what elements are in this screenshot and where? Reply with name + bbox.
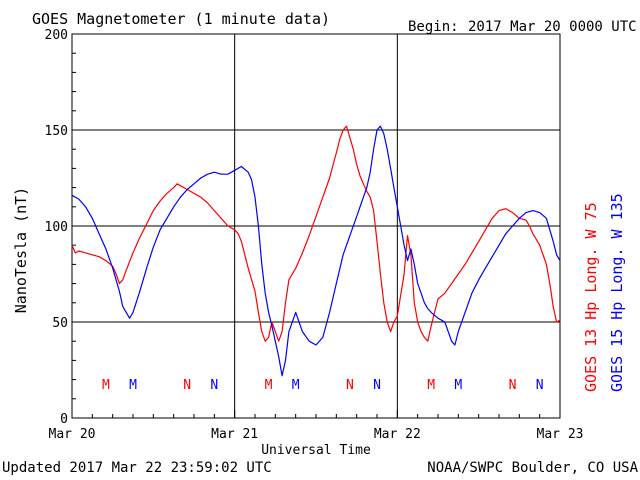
y-tick-label: 150 <box>45 124 68 139</box>
event-marker-m: M <box>102 378 110 393</box>
chart-title: GOES Magnetometer (1 minute data) <box>32 10 330 28</box>
x-axis-label: Universal Time <box>261 443 371 458</box>
x-tick-label: Mar 22 <box>374 427 421 442</box>
x-tick-label: Mar 20 <box>49 427 96 442</box>
x-tick-label: Mar 23 <box>537 427 584 442</box>
event-marker-m: M <box>292 378 300 393</box>
series-goes15-line <box>71 125 561 377</box>
grid-lines <box>71 33 561 419</box>
y-tick-label: 50 <box>52 316 68 331</box>
event-marker-m: M <box>265 378 273 393</box>
event-marker-m: M <box>129 378 137 393</box>
series-layer <box>71 125 561 377</box>
y-axis-label: NanoTesla (nT) <box>12 187 30 313</box>
legend-goes13: GOES 13 Hp Long. W 75 <box>582 202 600 392</box>
updated-text: Updated 2017 Mar 22 23:59:02 UTC <box>2 460 272 476</box>
y-tick-label: 200 <box>45 28 68 43</box>
credit-text: NOAA/SWPC Boulder, CO USA <box>427 460 638 476</box>
x-tick-label: Mar 21 <box>211 427 258 442</box>
event-marker-m: M <box>454 378 462 393</box>
y-tick-labels: 0 50 100 150 200 <box>45 28 68 427</box>
legend-goes15: GOES 15 Hp Long. W 135 <box>608 193 626 392</box>
event-marker-n: N <box>346 378 354 393</box>
event-marker-n: N <box>373 378 381 393</box>
event-marker-m: M <box>427 378 435 393</box>
y-tick-label: 100 <box>45 220 68 235</box>
x-tick-labels: Mar 20 Mar 21 Mar 22 Mar 23 <box>49 427 584 442</box>
begin-label: Begin: <box>408 19 459 35</box>
y-tick-label: 0 <box>60 412 68 427</box>
event-marker-n: N <box>509 378 517 393</box>
begin-value: 2017 Mar 20 0000 UTC <box>468 19 637 35</box>
event-marker-n: N <box>210 378 218 393</box>
event-marker-n: N <box>183 378 191 393</box>
series-goes13-line <box>71 125 561 342</box>
event-marker-n: N <box>536 378 544 393</box>
